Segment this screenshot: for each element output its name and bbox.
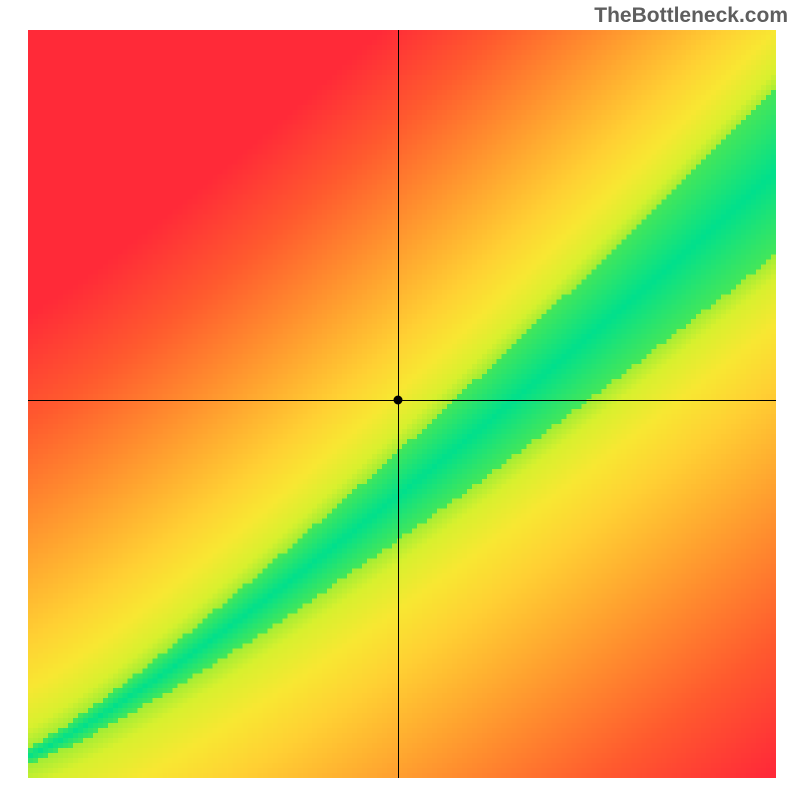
- heatmap-plot: [28, 30, 776, 778]
- watermark-text: TheBottleneck.com: [594, 4, 788, 28]
- heatmap-canvas: [28, 30, 776, 778]
- crosshair-marker: [394, 396, 403, 405]
